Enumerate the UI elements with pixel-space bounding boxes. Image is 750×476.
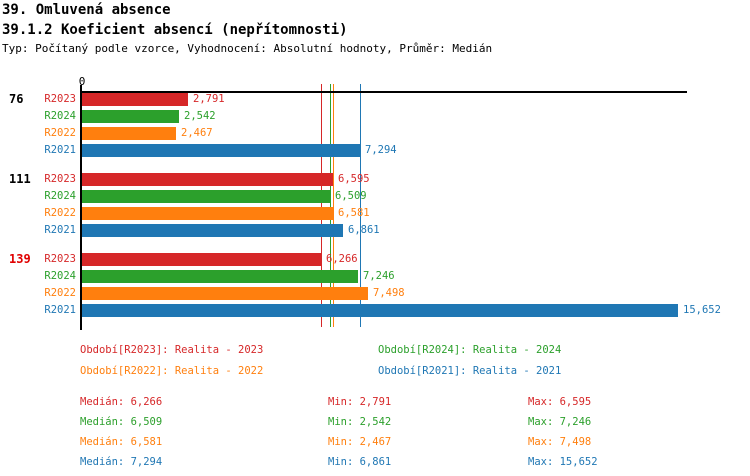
stat-min-r2021: Min: 6,861 (328, 456, 392, 468)
stat-median-r2024: Medián: 6,509 (80, 416, 163, 428)
legend-item-r2022: Období[R2022]: Realita - 2022 (80, 365, 264, 377)
stat-median-r2023: Medián: 6,266 (80, 396, 163, 408)
bar-value-label: 6,581 (338, 207, 370, 219)
bar-value-label: 2,542 (184, 110, 216, 122)
group-label-111: 111 (9, 172, 31, 186)
report-subtitle: 39.1.2 Koeficient absencí (nepřítomnosti… (2, 22, 348, 38)
bar-139-r2024 (82, 270, 358, 283)
report-meta-line: Typ: Počítaný podle vzorce, Vyhodnocení:… (2, 42, 493, 55)
bar-series-label: R2024 (44, 190, 76, 202)
bar-76-r2021 (82, 144, 360, 157)
bar-76-r2022 (82, 127, 176, 140)
bar-111-r2022 (82, 207, 333, 220)
median-line-r2024 (330, 84, 331, 327)
group-label-76: 76 (9, 92, 24, 106)
bar-series-label: R2022 (44, 207, 76, 219)
bar-series-label: R2024 (44, 110, 76, 122)
bar-value-label: 15,652 (683, 304, 721, 316)
group-label-139: 139 (9, 252, 31, 266)
bar-series-label: R2022 (44, 287, 76, 299)
bar-139-r2022 (82, 287, 368, 300)
bar-series-label: R2023 (44, 173, 76, 185)
bar-series-label: R2023 (44, 253, 76, 265)
bar-value-label: 6,509 (335, 190, 367, 202)
bar-series-label: R2023 (44, 93, 76, 105)
bar-76-r2023 (82, 93, 188, 106)
bar-111-r2024 (82, 190, 330, 203)
bar-value-label: 6,861 (348, 224, 380, 236)
x-axis-line (80, 91, 687, 93)
report-title: 39. Omluvená absence (2, 2, 171, 18)
bar-111-r2023 (82, 173, 333, 186)
bar-value-label: 7,294 (365, 144, 397, 156)
bar-139-r2021 (82, 304, 678, 317)
x-axis-origin-label: 0 (78, 75, 86, 88)
bar-series-label: R2024 (44, 270, 76, 282)
median-line-r2022 (333, 84, 334, 327)
median-line-r2021 (360, 84, 361, 327)
bar-111-r2021 (82, 224, 343, 237)
bar-series-label: R2021 (44, 144, 76, 156)
stat-max-r2024: Max: 7,246 (528, 416, 592, 428)
median-line-r2023 (321, 84, 322, 327)
bar-value-label: 2,791 (193, 93, 225, 105)
bar-series-label: R2022 (44, 127, 76, 139)
bar-139-r2023 (82, 253, 321, 266)
stat-min-r2023: Min: 2,791 (328, 396, 392, 408)
bar-value-label: 6,266 (326, 253, 358, 265)
legend-item-r2023: Období[R2023]: Realita - 2023 (80, 344, 264, 356)
bar-series-label: R2021 (44, 304, 76, 316)
bar-value-label: 6,595 (338, 173, 370, 185)
bar-value-label: 2,467 (181, 127, 213, 139)
stat-max-r2023: Max: 6,595 (528, 396, 592, 408)
stat-min-r2024: Min: 2,542 (328, 416, 392, 428)
stat-max-r2022: Max: 7,498 (528, 436, 592, 448)
bar-76-r2024 (82, 110, 179, 123)
stat-max-r2021: Max: 15,652 (528, 456, 598, 468)
bar-value-label: 7,246 (363, 270, 395, 282)
legend-item-r2024: Období[R2024]: Realita - 2024 (378, 344, 562, 356)
y-axis-line (80, 85, 82, 330)
legend-item-r2021: Období[R2021]: Realita - 2021 (378, 365, 562, 377)
stat-min-r2022: Min: 2,467 (328, 436, 392, 448)
stat-median-r2021: Medián: 7,294 (80, 456, 163, 468)
stat-median-r2022: Medián: 6,581 (80, 436, 163, 448)
bar-series-label: R2021 (44, 224, 76, 236)
bar-value-label: 7,498 (373, 287, 405, 299)
